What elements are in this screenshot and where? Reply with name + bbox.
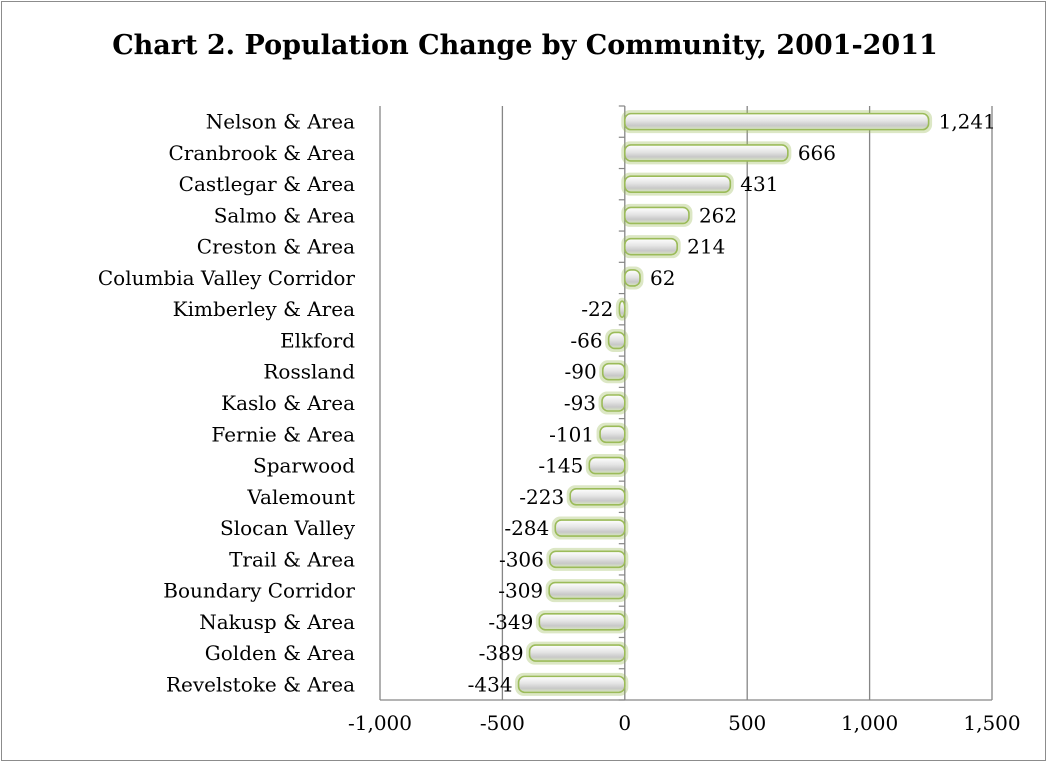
data-label: -223	[519, 485, 564, 509]
bar-glow	[605, 328, 629, 352]
bar	[554, 519, 626, 537]
bar	[548, 581, 626, 600]
bar	[623, 269, 641, 287]
bar	[517, 675, 626, 694]
bar-glow	[526, 641, 629, 665]
data-label: -145	[538, 454, 583, 478]
bar	[599, 425, 626, 444]
bar-glow	[515, 672, 629, 696]
bar-glow	[621, 235, 681, 259]
bar	[607, 331, 626, 350]
bar-glow	[545, 579, 629, 603]
data-label: -309	[498, 579, 543, 603]
x-tick-label: 1,500	[963, 711, 1020, 735]
bar	[623, 175, 732, 193]
bar	[528, 644, 626, 662]
category-label: Golden & Area	[205, 641, 355, 665]
category-label: Rossland	[263, 360, 355, 384]
bar	[538, 613, 626, 631]
bar	[623, 237, 678, 256]
bar	[549, 550, 626, 569]
bar	[618, 300, 626, 319]
category-label: Cranbrook & Area	[168, 141, 355, 165]
bar-glow	[546, 547, 629, 571]
data-label: -284	[504, 516, 549, 540]
category-label: Columbia Valley Corridor	[98, 266, 356, 290]
bar-glow	[615, 297, 629, 321]
x-tick-label: 0	[618, 711, 631, 735]
category-label: Nakusp & Area	[199, 610, 355, 634]
bar-glow	[621, 266, 644, 290]
data-label: -306	[499, 547, 544, 571]
bar-glow	[621, 110, 933, 134]
bar-glow	[599, 360, 629, 384]
bar-glow	[598, 391, 629, 415]
category-label: Slocan Valley	[220, 516, 356, 540]
bar	[623, 144, 789, 162]
category-label: Salmo & Area	[214, 203, 355, 227]
data-label: -90	[565, 360, 597, 384]
bar	[623, 112, 930, 131]
bar	[601, 362, 626, 381]
x-tick-label: -500	[480, 711, 525, 735]
bar-glow	[535, 610, 629, 634]
data-label: -349	[488, 610, 533, 634]
chart-title: Chart 2. Population Change by Community,…	[112, 30, 938, 61]
labels: -1,000 -500 0 500 1,000 1,500 Nelson & Area 1,2…	[98, 110, 1021, 735]
x-tick-label: 500	[728, 711, 766, 735]
category-label: Elkford	[280, 328, 355, 352]
bar-glow	[621, 203, 693, 227]
data-label: -434	[468, 672, 513, 696]
data-label: 62	[650, 266, 675, 290]
category-label: Fernie & Area	[211, 422, 355, 446]
data-label: -93	[564, 391, 596, 415]
bar-glow	[585, 454, 629, 478]
bars	[515, 110, 933, 696]
bar-glow	[566, 485, 629, 509]
bar-glow	[551, 516, 629, 540]
category-label: Kaslo & Area	[221, 391, 355, 415]
x-tick-label: 1,000	[841, 711, 898, 735]
category-label: Kimberley & Area	[173, 297, 355, 321]
category-label: Revelstoke & Area	[166, 672, 355, 696]
data-label: 1,241	[939, 110, 996, 134]
data-label: -389	[479, 641, 524, 665]
bar	[588, 456, 626, 475]
category-label: Boundary Corridor	[163, 579, 355, 603]
category-label: Valemount	[246, 485, 355, 509]
bar-glow	[596, 422, 629, 446]
data-label: 431	[740, 172, 778, 196]
data-label: 214	[687, 235, 725, 259]
bar	[569, 487, 626, 506]
data-label: -101	[549, 422, 594, 446]
data-label: 666	[798, 141, 836, 165]
category-label: Creston & Area	[197, 235, 355, 259]
bar	[623, 206, 690, 225]
bar-glow	[621, 172, 734, 196]
bar-glow	[621, 141, 792, 165]
data-label: 262	[699, 203, 737, 227]
data-label: -22	[581, 297, 613, 321]
category-label: Trail & Area	[229, 547, 355, 571]
bar	[601, 394, 626, 412]
category-label: Castlegar & Area	[179, 172, 355, 196]
category-label: Nelson & Area	[206, 110, 355, 134]
x-tick-label: -1,000	[348, 711, 412, 735]
data-label: -66	[570, 328, 602, 352]
category-label: Sparwood	[253, 454, 355, 478]
